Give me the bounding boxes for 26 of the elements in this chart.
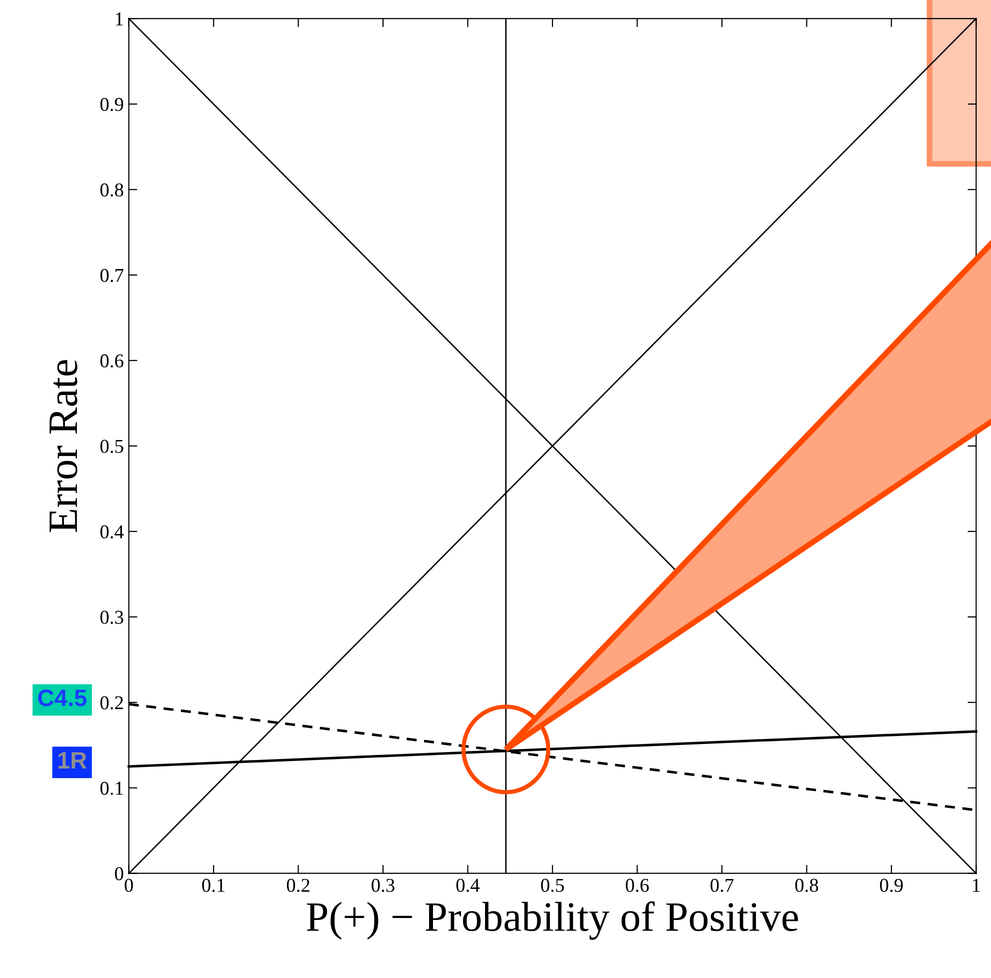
y-tick-label: 0.1 [100, 782, 123, 795]
y-tick-label: 0.3 [100, 610, 124, 624]
y-tick-label: 0.4 [100, 525, 124, 538]
y-tick-label: 1 [116, 12, 123, 26]
x-tick-label: 0.7 [710, 878, 734, 892]
y-tick-label: 0.9 [100, 98, 124, 112]
y-tick-label: 0.2 [100, 696, 123, 710]
x-tick-label: 0.1 [202, 878, 225, 892]
x-tick-label: 0.4 [456, 878, 480, 892]
y-tick-label: 0.8 [100, 183, 124, 197]
y-axis-title: Error Rate [50, 360, 78, 532]
y-tick-label: 0.5 [100, 440, 124, 453]
y-tick-label: 0 [114, 867, 124, 880]
y-tick-label: 0.6 [100, 354, 124, 368]
x-tick-label: 0.8 [795, 878, 818, 892]
y-tick-label: 0.7 [100, 268, 124, 282]
x-tick-label: 0.6 [626, 878, 649, 892]
x-tick-label: 0 [124, 878, 133, 892]
x-tick-label: 0.9 [880, 878, 903, 892]
x-tick-label: 0.3 [372, 878, 394, 892]
x-tick-label: 0.2 [286, 878, 310, 892]
x-tick-label: 1 [972, 878, 980, 892]
series-label: C4.5 [38, 690, 87, 706]
x-axis-title: P(+) − Probability of Positive [306, 901, 798, 940]
x-tick-label: 0.5 [541, 878, 564, 892]
series-label: 1R [58, 752, 87, 768]
